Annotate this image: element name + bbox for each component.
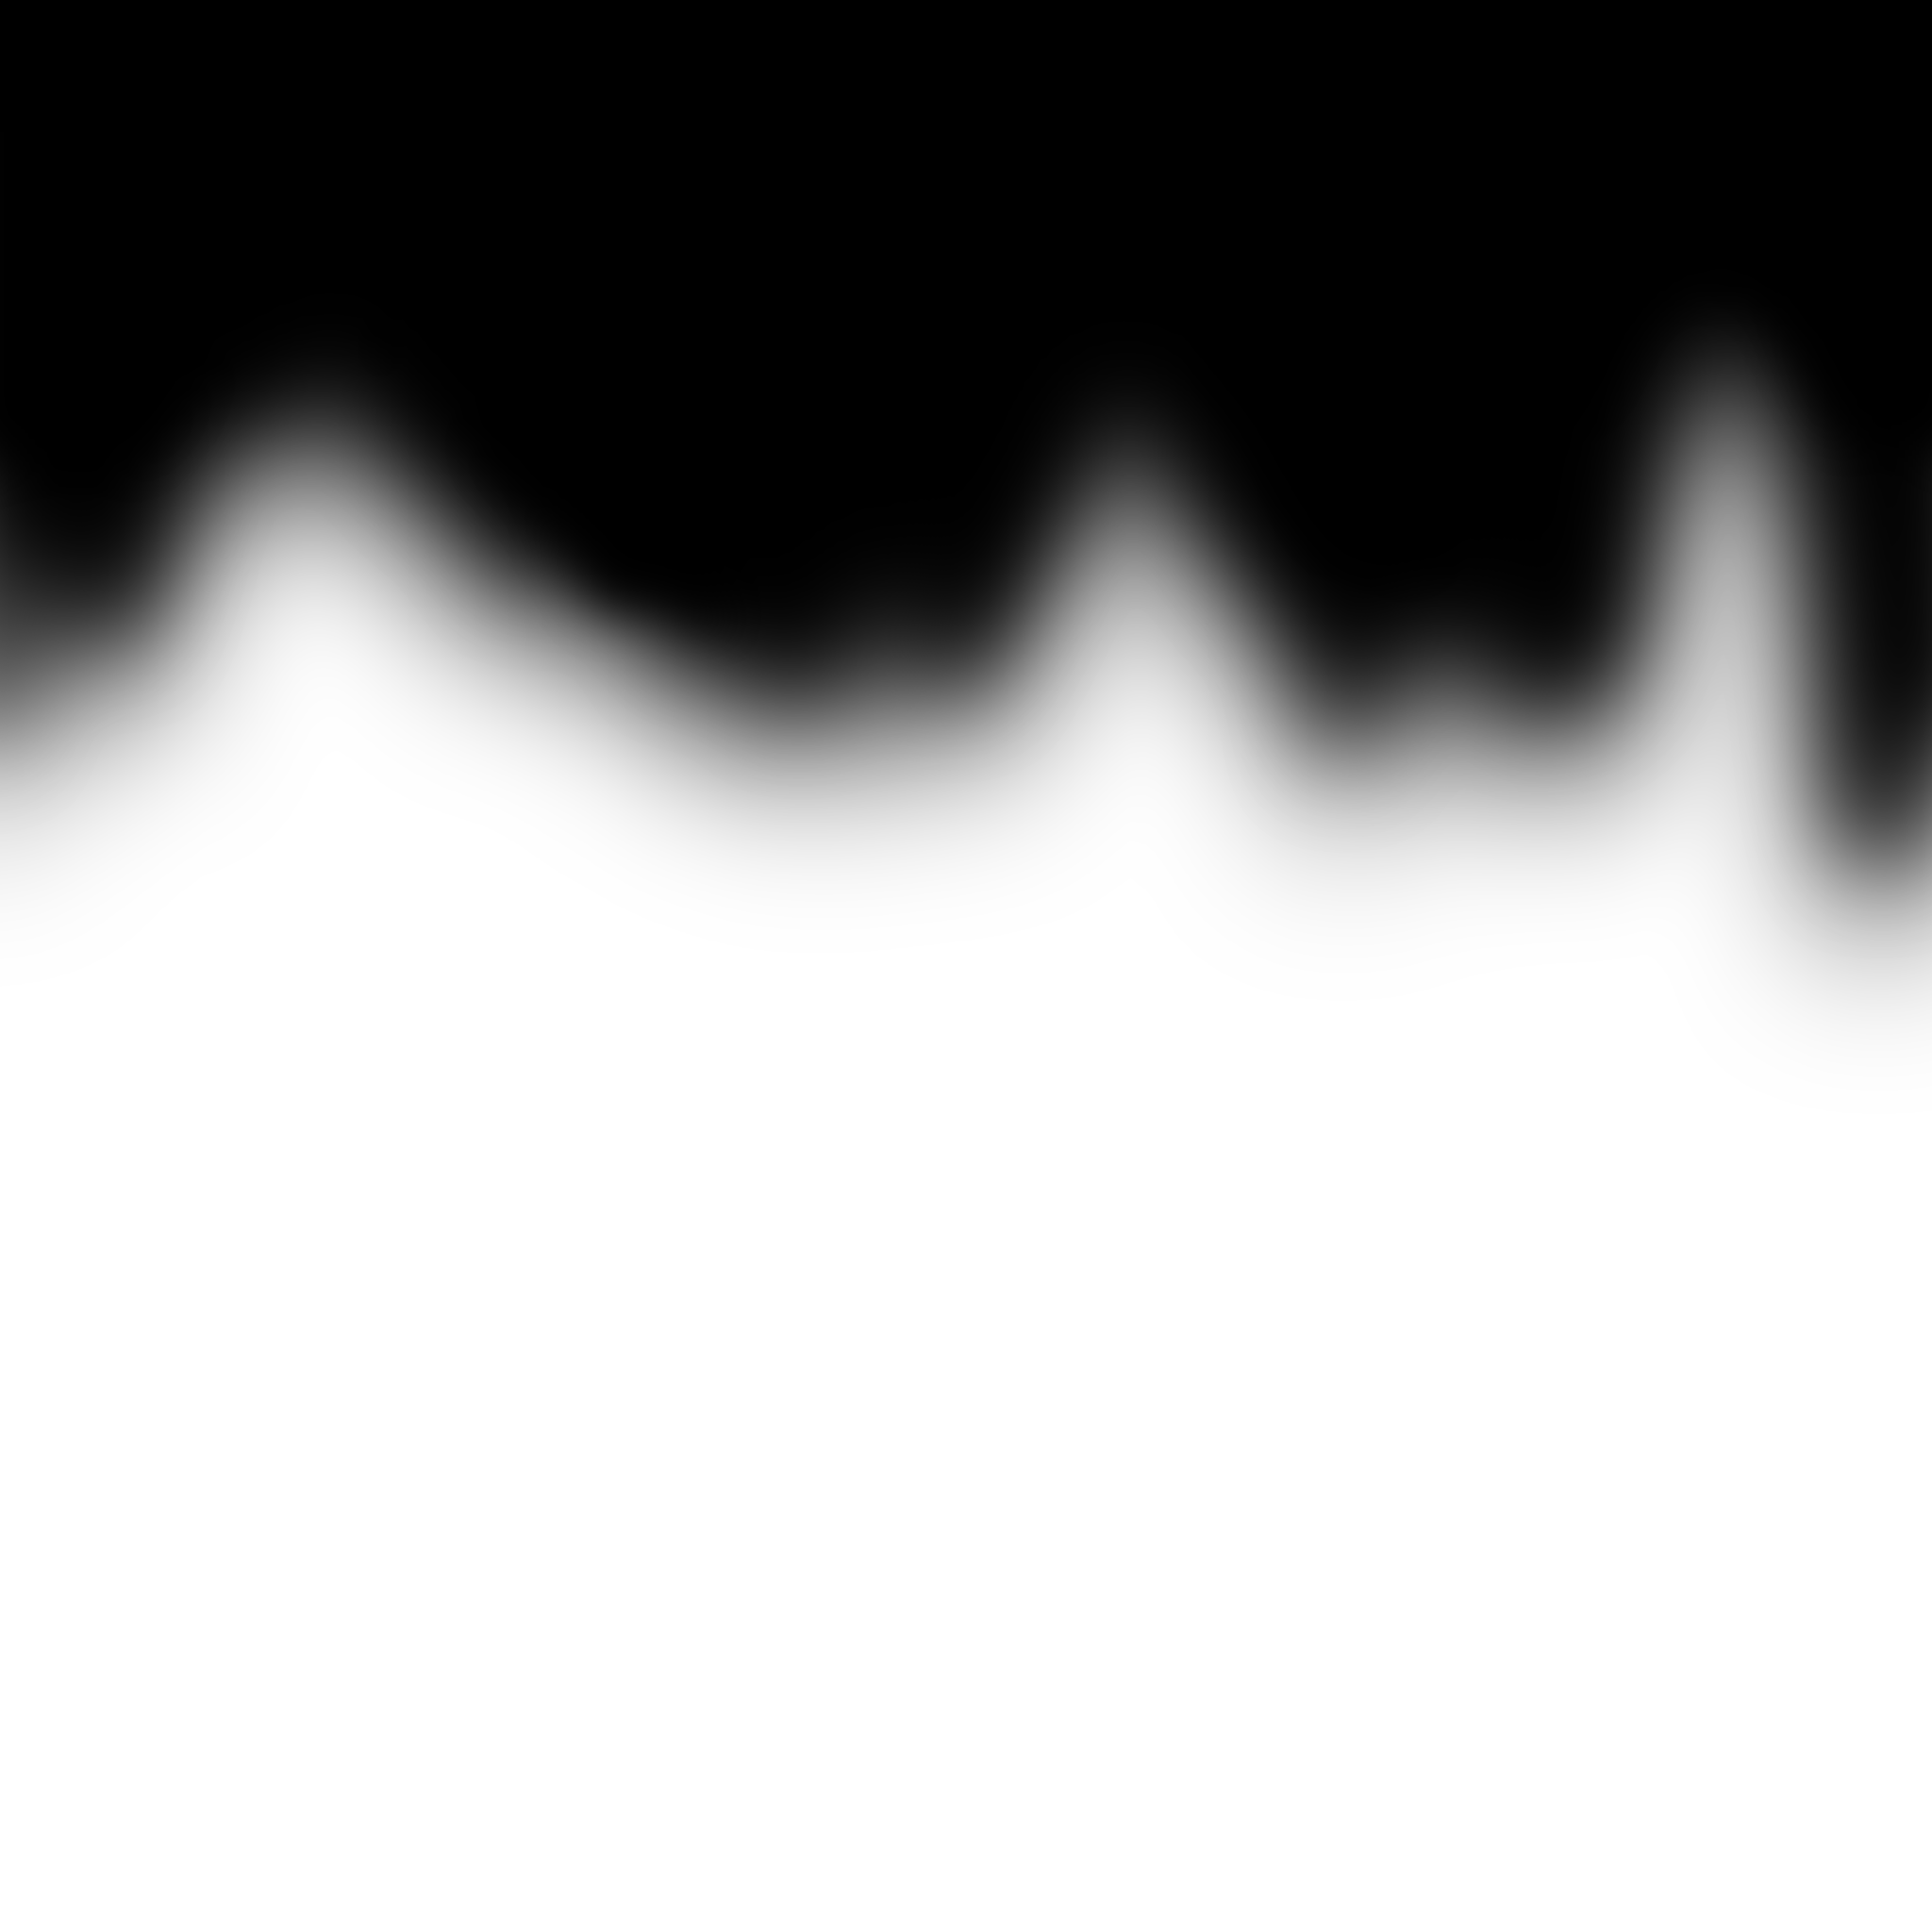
dark-top-band <box>0 0 1932 132</box>
dark-region <box>0 0 1932 945</box>
dark-region-core <box>0 0 1932 625</box>
